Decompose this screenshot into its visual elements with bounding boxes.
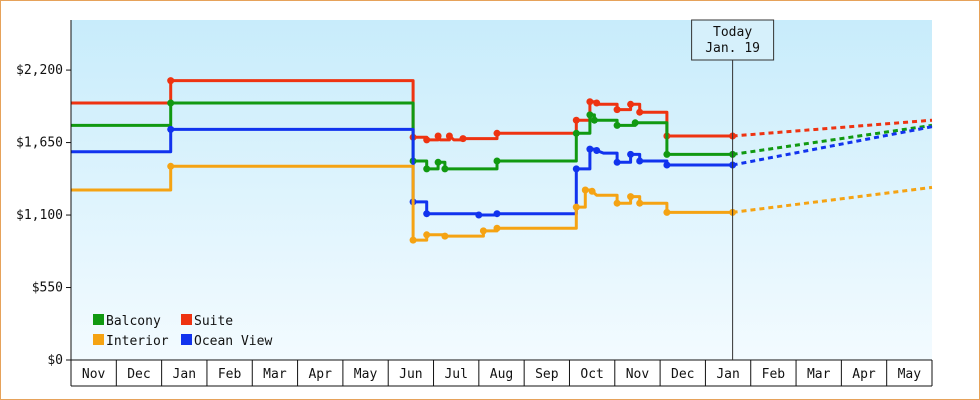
data-point-suite [593, 99, 601, 107]
data-point-balcony [423, 165, 431, 173]
data-point-balcony [631, 119, 639, 127]
x-month-label: Dec [671, 367, 694, 382]
x-month-label: Apr [852, 367, 876, 382]
today-date: Jan. 19 [705, 41, 760, 56]
data-point-interior [588, 187, 596, 195]
x-month-label: Feb [762, 367, 786, 382]
x-month-label: Jan [173, 367, 196, 382]
legend-label-interior: Interior [106, 334, 169, 349]
data-point-interior [479, 227, 487, 235]
legend: Balcony Suite Interior Ocean View [93, 314, 272, 349]
data-point-suite [613, 106, 621, 114]
data-point-balcony [586, 111, 594, 119]
data-point-ocean-view [586, 145, 594, 153]
data-point-suite [167, 77, 175, 85]
x-month-label: Feb [218, 367, 242, 382]
data-point-ocean-view [423, 210, 431, 218]
series-layer [71, 77, 933, 244]
data-point-ocean-view [493, 210, 501, 218]
y-tick-label: $0 [47, 353, 63, 368]
data-point-ocean-view [663, 161, 671, 169]
data-point-balcony [572, 129, 580, 137]
data-point-balcony [590, 116, 598, 124]
data-point-ocean-view [627, 150, 635, 158]
data-point-balcony [167, 99, 175, 107]
x-month-label: Mar [807, 367, 831, 382]
legend-swatch-ocean-view [181, 334, 192, 345]
series-forecast-suite [732, 118, 933, 138]
data-point-suite [445, 132, 453, 140]
data-point-interior [167, 162, 175, 170]
data-point-interior [409, 236, 417, 244]
legend-swatch-balcony [93, 314, 104, 325]
today-label: Today [713, 25, 752, 40]
data-point-ocean-view [613, 158, 621, 166]
axis-layer: $0 $550 $1,100 $1,650 $2,200 Nov Dec Jan Feb Mar A… [16, 20, 933, 387]
x-month-label: Apr [308, 367, 332, 382]
legend-swatch-suite [181, 314, 192, 325]
y-tick-label: $1,650 [16, 136, 63, 151]
data-point-interior [636, 199, 644, 207]
data-point-suite [636, 108, 644, 116]
x-month-label: Mar [263, 367, 287, 382]
x-month-label: Jul [444, 367, 467, 382]
legend-label-suite: Suite [194, 314, 233, 329]
legend-swatch-interior [93, 334, 104, 345]
data-point-ocean-view [572, 165, 580, 173]
data-point-interior [663, 208, 671, 216]
data-point-ocean-view [475, 211, 483, 219]
data-point-balcony [441, 165, 449, 173]
legend-label-balcony: Balcony [106, 314, 161, 329]
y-tick-label: $1,100 [16, 208, 63, 223]
x-month-label: Jun [399, 367, 422, 382]
data-point-balcony [493, 157, 501, 165]
x-month-label: Jan [716, 367, 739, 382]
data-point-suite [459, 135, 467, 143]
data-point-ocean-view [636, 157, 644, 165]
x-month-label: Oct [580, 367, 603, 382]
series-forecast-ocean-view [732, 125, 933, 167]
x-month-label: Aug [490, 367, 513, 382]
x-month-label: Nov [626, 367, 650, 382]
data-point-balcony [434, 158, 442, 166]
data-point-interior [441, 232, 449, 240]
data-point-suite [572, 116, 580, 124]
y-tick-label: $2,200 [16, 63, 63, 78]
data-point-interior [627, 193, 635, 201]
data-point-suite [627, 100, 635, 108]
series-forecast-balcony [732, 123, 933, 156]
x-month-label: Sep [535, 367, 559, 382]
data-point-balcony [663, 150, 671, 158]
data-point-balcony [613, 121, 621, 129]
data-point-interior [572, 203, 580, 211]
data-point-suite [434, 132, 442, 140]
data-point-ocean-view [167, 125, 175, 133]
x-month-label: May [354, 367, 378, 382]
data-point-interior [581, 186, 589, 194]
legend-label-ocean-view: Ocean View [194, 334, 272, 349]
y-tick-label: $550 [32, 281, 63, 296]
data-point-suite [493, 129, 501, 137]
data-point-interior [613, 199, 621, 207]
x-month-label: Dec [127, 367, 150, 382]
x-month-label: May [898, 367, 922, 382]
plot-area [71, 20, 932, 360]
data-point-interior [423, 231, 431, 239]
series-line-ocean-view [71, 127, 733, 217]
data-point-ocean-view [593, 147, 601, 154]
series-forecast-interior [732, 185, 933, 214]
data-point-suite [586, 98, 594, 106]
x-month-label: Nov [82, 367, 106, 382]
today-box [691, 19, 775, 61]
data-point-interior [493, 224, 501, 232]
data-point-suite [423, 136, 431, 144]
